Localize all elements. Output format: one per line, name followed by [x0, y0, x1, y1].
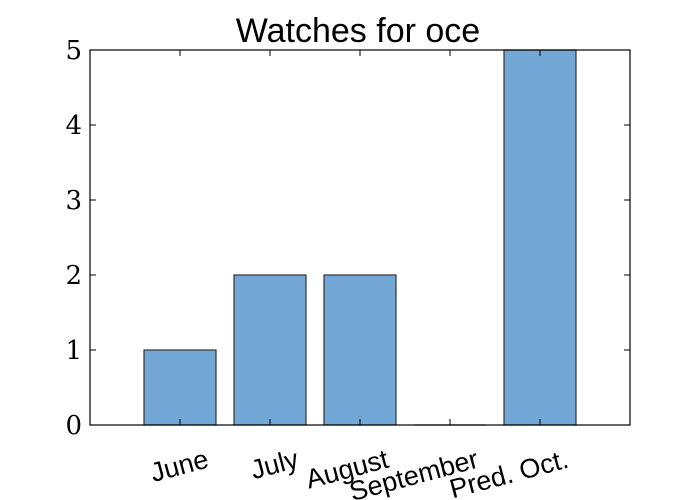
bar-june [143, 349, 217, 426]
plot-area-frame [89, 49, 631, 426]
y-tick-labels: 0 1 2 3 4 5 [65, 36, 82, 441]
y-tick-label: 1 [65, 336, 82, 366]
x-tick-label: June [147, 444, 211, 488]
y-tick-label: 3 [65, 186, 82, 216]
x-tick-label: July [247, 444, 302, 486]
chart-title: Watches for oce [236, 12, 480, 50]
bars [143, 49, 577, 426]
bar-pred-oct [503, 49, 577, 426]
y-tick-label: 4 [65, 111, 82, 141]
y-tick-label: 0 [65, 411, 82, 441]
bar-august [323, 274, 397, 426]
y-tick-label: 2 [65, 261, 82, 291]
y-tick-label: 5 [65, 36, 82, 66]
bar-july [233, 274, 307, 426]
